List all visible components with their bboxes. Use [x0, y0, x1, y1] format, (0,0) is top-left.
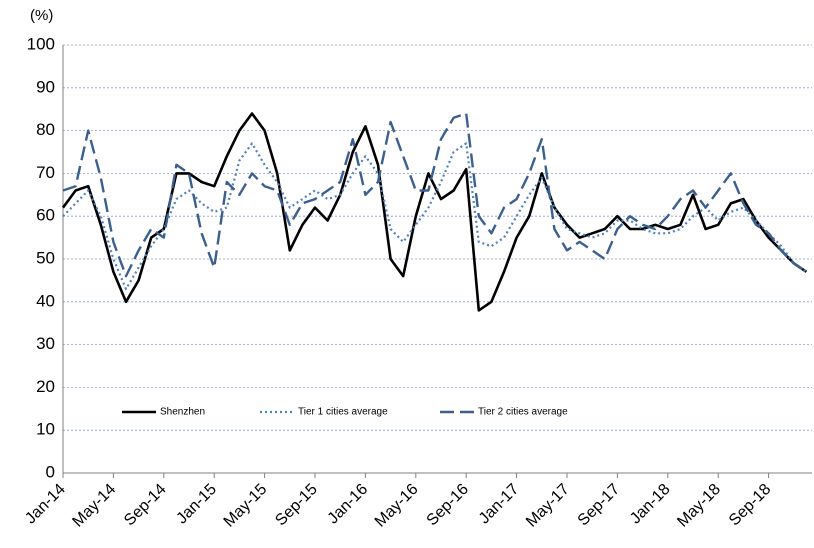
series-line	[62, 112, 808, 278]
y-tick-label: 30	[36, 334, 55, 353]
x-tick-label: May-15	[221, 481, 271, 531]
x-tick-label: Sep-16	[424, 481, 473, 530]
y-tick-label: 60	[36, 206, 55, 225]
y-tick-label: 10	[36, 420, 55, 439]
legend-label: Tier 1 cities average	[298, 407, 388, 418]
series-line	[62, 142, 808, 291]
x-tick-label: Jan-17	[476, 481, 523, 528]
legend-label: Shenzhen	[160, 407, 205, 418]
y-axis-label: (%)	[30, 7, 53, 24]
x-tick-label: Jan-18	[627, 481, 674, 528]
x-tick-label: May-18	[674, 481, 724, 531]
y-tick-label: 90	[36, 77, 55, 96]
y-tick-label: 40	[36, 291, 55, 310]
y-tick-label: 0	[46, 462, 55, 481]
x-tick-label: Sep-17	[575, 481, 624, 530]
series-line	[61, 112, 808, 312]
x-tick-label: May-14	[69, 481, 119, 531]
x-tick-label: Jan-15	[173, 481, 220, 528]
x-tick-label: Jan-16	[325, 481, 372, 528]
legend-label: Tier 2 cities average	[478, 407, 568, 418]
y-tick-label: 50	[36, 248, 55, 267]
x-tick-label: Sep-14	[121, 481, 170, 530]
y-tick-label: 80	[36, 120, 55, 139]
y-tick-label: 20	[36, 377, 55, 396]
y-tick-label: 100	[27, 34, 55, 53]
x-tick-label: May-16	[372, 481, 422, 531]
x-tick-label: Sep-18	[726, 481, 775, 530]
x-tick-label: Sep-15	[272, 481, 321, 530]
x-tick-label: Jan-14	[22, 481, 69, 528]
y-tick-label: 70	[36, 163, 55, 182]
x-tick-label: May-17	[523, 481, 573, 531]
